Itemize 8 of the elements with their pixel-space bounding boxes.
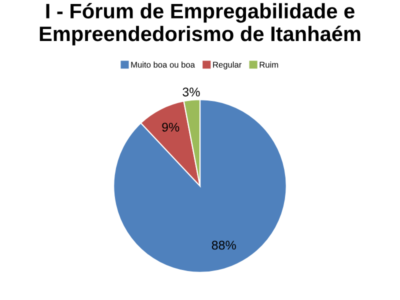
legend-label: Regular bbox=[213, 62, 242, 70]
legend-label: Ruim bbox=[260, 62, 278, 68]
data-label: 3% bbox=[182, 88, 200, 96]
legend-label: Muito boa ou boa bbox=[131, 62, 195, 68]
data-label: 9% bbox=[162, 122, 180, 132]
chart-title: I - Fórum de Empregabilidade e Empreendedorismo de Itanhaém bbox=[40, 3, 360, 46]
pie-slice bbox=[113, 99, 287, 273]
data-label: 88% bbox=[212, 240, 236, 250]
